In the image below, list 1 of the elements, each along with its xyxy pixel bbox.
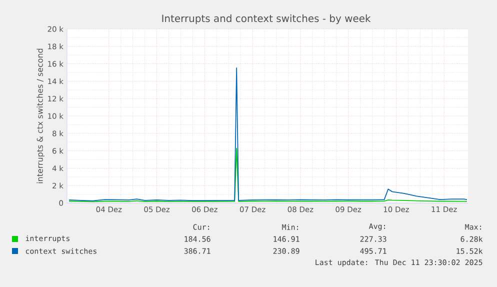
chart-title: Interrupts and context switches - by week [162,14,371,24]
